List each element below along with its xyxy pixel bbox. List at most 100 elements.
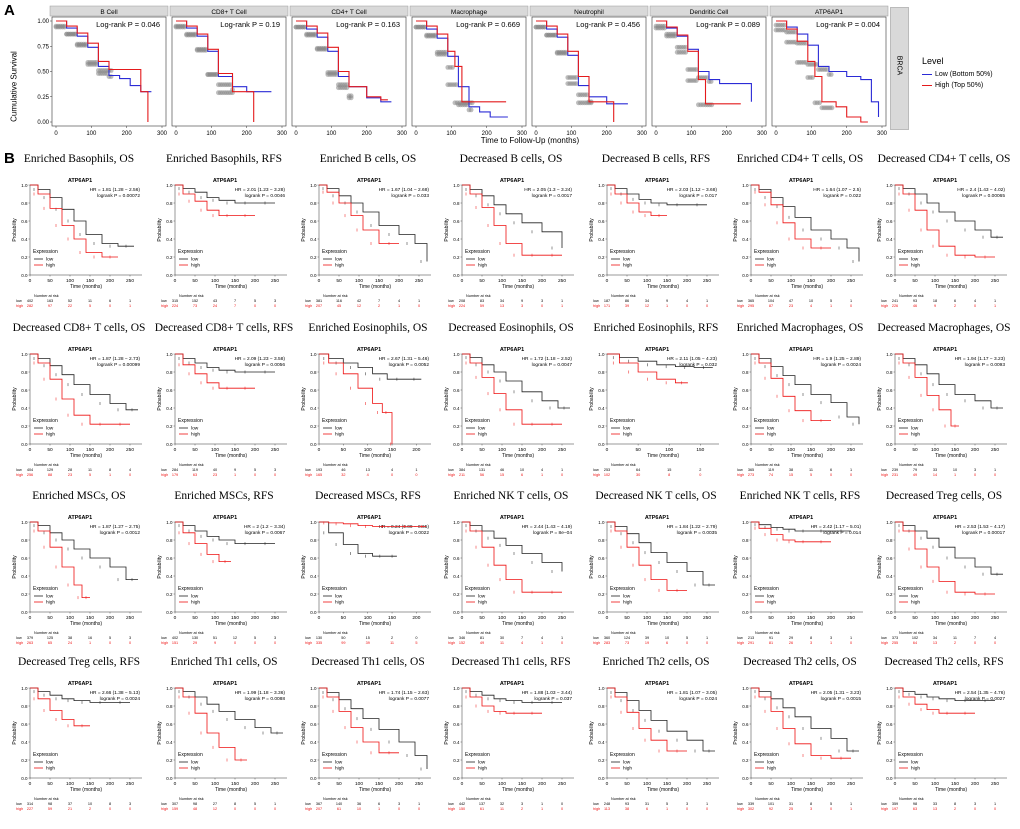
logrank-p: logrank P = 0.0017 <box>532 193 573 199</box>
legend-title: Expression <box>33 586 58 592</box>
x-tick-label: 150 <box>86 781 94 787</box>
facet-title: CD8+ T Cell <box>211 9 247 16</box>
km-plot-title: Enriched Basophils, RFS <box>166 153 282 165</box>
legend-label-low: low <box>191 257 199 263</box>
y-tick-label: 0.2 <box>742 758 749 763</box>
censor-marks <box>33 361 121 426</box>
risk-count-low: 1 <box>850 468 852 472</box>
censor-mark <box>302 24 307 30</box>
risk-count-high: 1 <box>234 473 236 477</box>
risk-count-high: 0 <box>994 807 996 811</box>
legend-title: Expression <box>610 586 635 592</box>
risk-count-high: 56 <box>480 473 484 477</box>
censor-marks <box>33 690 121 704</box>
number-at-risk-label: Number at risk <box>323 797 348 801</box>
x-tick-label: 150 <box>807 278 815 284</box>
x-tick-label: 100 <box>498 615 506 621</box>
x-tick-label: 200 <box>683 615 691 621</box>
censor-marks <box>413 24 475 113</box>
legend-label-high: high <box>335 432 344 438</box>
risk-count-high: 1 <box>850 807 852 811</box>
y-tick-label: 0.0 <box>598 273 605 278</box>
x-tick-label: 150 <box>663 615 671 621</box>
gene-title: ATP6AP1 <box>357 681 381 687</box>
risk-count-low: 98 <box>913 802 917 806</box>
x-tick-label: 150 <box>807 781 815 787</box>
x-axis-label: Time (months) <box>70 453 102 459</box>
x-tick-label: 200 <box>242 131 253 137</box>
y-axis-label: Probability <box>157 387 163 411</box>
x-tick-label: 50 <box>479 781 485 787</box>
survival-line-high <box>175 184 255 216</box>
logrank-p: logrank P = 0.033 <box>391 193 429 199</box>
x-tick-label: 200 <box>251 615 259 621</box>
x-tick-label: 100 <box>211 615 219 621</box>
x-tick-label: 150 <box>807 615 815 621</box>
risk-count-low: 1 <box>850 299 852 303</box>
km-plot: ATP6AP1 0.0 0.2 0.4 0.6 0.8 1.0 Probability 0 50 1… <box>877 347 1007 477</box>
risk-row-high-label: high <box>16 641 23 645</box>
logrank-p: logrank P = 0.0024 <box>100 696 141 702</box>
risk-count-low: 93 <box>625 802 629 806</box>
x-tick-label: 0 <box>318 278 321 284</box>
risk-count-low: 187 <box>604 299 610 303</box>
risk-count-high: 1 <box>109 473 111 477</box>
risk-count-high: 8 <box>668 473 670 477</box>
censor-marks <box>178 363 246 390</box>
risk-count-low: 47 <box>789 299 793 303</box>
hazard-ratio: HR = 1.87 (1.28 − 2.73) <box>90 356 141 362</box>
logrank-p: logrank P = 0.022 <box>823 193 861 199</box>
y-tick-label: 0.4 <box>886 574 893 579</box>
gene-title: ATP6AP1 <box>213 515 237 521</box>
censor-marks <box>465 361 553 426</box>
censor-marks <box>754 526 822 544</box>
legend-title: Expression <box>178 586 203 592</box>
risk-count-high: 1 <box>89 641 91 645</box>
risk-count-high: 9 <box>934 304 936 308</box>
survival-line-high <box>175 687 247 761</box>
legend-label-low: low <box>911 426 919 432</box>
legend-label-low: low <box>911 760 919 766</box>
panel-a-chart-4: Macrophage Log-rank P = 0.669 0 100 200 300 <box>409 5 529 137</box>
y-tick-label: 0.6 <box>310 556 317 561</box>
y-tick-label: 1.0 <box>742 352 749 357</box>
x-tick-label: 50 <box>624 781 630 787</box>
x-tick-label: 250 <box>271 278 279 284</box>
x-tick-label: 300 <box>277 131 288 137</box>
risk-count-high: 1 <box>561 304 563 308</box>
legend-label-low: low <box>767 426 775 432</box>
survival-line-high <box>175 521 231 562</box>
censor-mark <box>782 22 787 28</box>
risk-count-low: 3 <box>129 636 131 640</box>
risk-row-low-label: low <box>593 636 599 640</box>
km-plot: ATP6AP1 0.0 0.2 0.4 0.6 0.8 1.0 Probability 0 50 1… <box>301 347 431 477</box>
risk-row-high-label: high <box>737 304 744 308</box>
survival-line-low <box>416 20 508 118</box>
risk-row-high-label: high <box>881 641 888 645</box>
survival-line-high <box>296 20 388 101</box>
panel-a-letter: A <box>4 2 15 19</box>
logrank-p: logrank P = 0.0012 <box>100 530 141 536</box>
risk-count-low: 1 <box>418 299 420 303</box>
legend-label-high: high <box>191 766 200 772</box>
censor-marks <box>610 695 678 753</box>
risk-count-low: 1 <box>129 299 131 303</box>
risk-count-low: 98 <box>48 802 52 806</box>
risk-count-low: 8 <box>109 802 111 806</box>
risk-row-low-label: low <box>16 468 22 472</box>
survival-line-low <box>462 353 570 409</box>
gene-title: ATP6AP1 <box>789 515 813 521</box>
panel-a-x-axis-label: Time to Follow-Up (months) <box>480 136 580 145</box>
censor-marks <box>610 529 678 592</box>
risk-count-low: 379 <box>27 636 33 640</box>
risk-count-low: 5 <box>686 636 688 640</box>
survival-line-low <box>56 20 152 93</box>
y-tick-label: 0.00 <box>37 120 49 126</box>
legend-title: Level <box>922 56 944 66</box>
survival-line-low <box>462 184 563 248</box>
logrank-p: logrank P = 0.0077 <box>389 696 430 702</box>
x-tick-label: 150 <box>231 615 239 621</box>
hazard-ratio: HR = 1.94 (1.17 − 3.23) <box>955 356 1006 362</box>
x-tick-label: 100 <box>787 615 795 621</box>
risk-count-high: 24 <box>213 304 217 308</box>
